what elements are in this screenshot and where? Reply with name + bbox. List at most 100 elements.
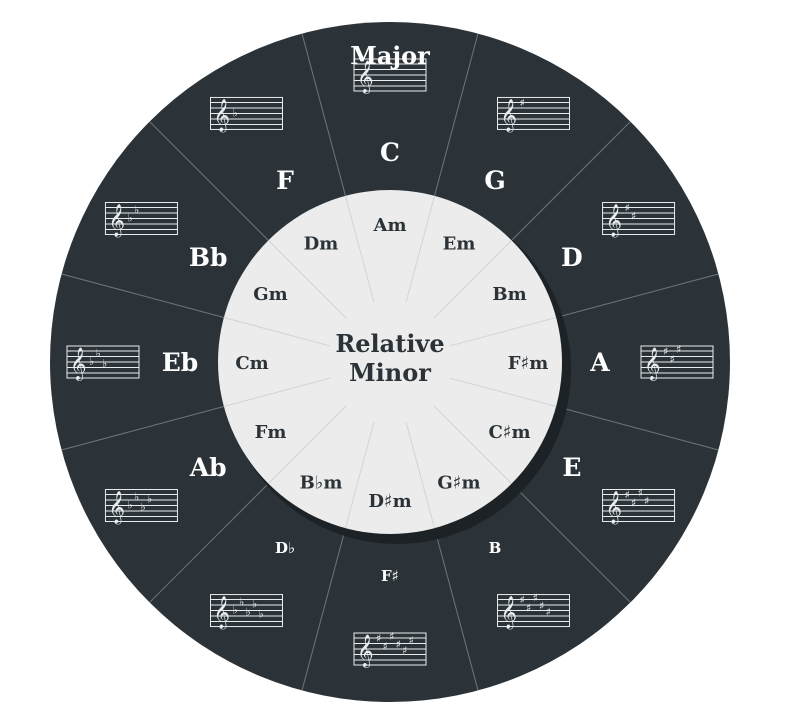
major-key-label: Eb [162, 348, 199, 377]
sharp-accidental-icon: ♯ [631, 210, 636, 223]
treble-clef-icon: 𝄞 [644, 347, 661, 381]
treble-clef-icon: 𝄞 [108, 204, 125, 238]
key-signature-staffs: 𝄞𝄞 ♯𝄞 ♯♯𝄞 ♯♯♯𝄞 ♯♯♯♯𝄞 ♯♯♯♯ ♯𝄞 ♯♯♯♯ ♯♯𝄞 ♭♭♭♭♭𝄞 ♭♭♭♭𝄞… [66, 58, 714, 668]
sharp-accidental-icon: ♯ [520, 96, 525, 109]
inner-segment-divider [345, 421, 375, 529]
flat-accidental-icon: ♭ [233, 106, 238, 119]
minor-key-label: D♯m [368, 491, 411, 512]
treble-clef-staff-icon: 𝄞 ♭♭ [104, 202, 178, 238]
inner-segment-divider [433, 240, 512, 319]
flat-accidental-icon: ♭ [134, 204, 139, 217]
sharp-accidental-icon: ♯ [676, 343, 681, 356]
major-key-label: B [489, 539, 502, 557]
treble-clef-staff-icon: 𝄞 ♯ [497, 96, 570, 132]
flat-accidental-icon: ♭ [102, 357, 107, 370]
sharp-accidental-icon: ♯ [520, 594, 525, 607]
center-label-line-2: Minor [349, 358, 431, 387]
segment-divider [61, 406, 224, 451]
segment-divider [511, 121, 631, 241]
segment-divider [149, 121, 269, 241]
sharp-accidental-icon: ♯ [625, 202, 630, 215]
segment-divider [149, 483, 269, 603]
major-key-label: A [589, 348, 610, 377]
sharp-accidental-icon: ♯ [526, 602, 531, 615]
minor-key-label: C♯m [488, 422, 530, 443]
treble-clef-staff-icon: 𝄞 ♭♭♭♭♭ [210, 594, 283, 630]
inner-segment-divider [223, 317, 331, 347]
sharp-accidental-icon: ♯ [663, 345, 668, 358]
treble-clef-icon: 𝄞 [214, 98, 231, 132]
minor-key-label: Bm [492, 284, 526, 305]
flat-accidental-icon: ♭ [252, 598, 257, 611]
sharp-accidental-icon: ♯ [533, 592, 538, 605]
inner-segment-divider [268, 405, 347, 484]
treble-clef-icon: 𝄞 [357, 634, 374, 668]
major-key-label: C [380, 138, 400, 167]
treble-clef-staff-icon: 𝄞 ♭♭♭♭ [104, 489, 178, 525]
flat-accidental-icon: ♭ [140, 501, 145, 514]
inner-segment-divider [268, 240, 347, 319]
flat-accidental-icon: ♭ [96, 347, 101, 360]
treble-clef-staff-icon: 𝄞 ♯♯♯ [640, 343, 714, 381]
minor-key-label: B♭m [300, 473, 343, 494]
treble-clef-icon: 𝄞 [501, 596, 518, 630]
inner-segment-divider [405, 421, 435, 529]
segment-divider [556, 273, 719, 318]
treble-clef-icon: 𝄞 [108, 491, 125, 525]
treble-clef-staff-icon: 𝄞 ♯♯♯♯ ♯♯ [353, 630, 427, 668]
minor-key-label: Fm [255, 422, 287, 443]
flat-accidental-icon: ♭ [127, 212, 132, 225]
treble-clef-staff-icon: 𝄞 ♭♭♭ [66, 345, 140, 381]
minor-key-label: Gm [253, 284, 287, 305]
outer-ring-title: Major [350, 41, 430, 70]
segment-divider [61, 273, 224, 318]
segment-divider [434, 33, 479, 196]
inner-segment-divider [223, 377, 331, 407]
major-key-label: E [562, 453, 581, 482]
sharp-accidental-icon: ♯ [625, 489, 630, 502]
major-key-labels: C G D A E B F♯ D♭ Ab Eb Bb F [162, 138, 611, 585]
flat-accidental-icon: ♭ [147, 493, 152, 506]
minor-key-label: Em [443, 233, 476, 254]
treble-clef-staff-icon: 𝄞 [353, 58, 427, 94]
minor-key-label: Dm [304, 233, 339, 254]
treble-clef-staff-icon: 𝄞 ♭ [210, 96, 283, 132]
treble-clef-icon: 𝄞 [606, 491, 623, 525]
sharp-accidental-icon: ♯ [409, 634, 414, 647]
sharp-accidental-icon: ♯ [546, 606, 551, 619]
sharp-accidental-icon: ♯ [631, 497, 636, 510]
segment-dividers [61, 33, 719, 691]
major-key-label: D [561, 243, 583, 272]
major-key-label: F♯ [381, 567, 399, 585]
inner-segment-divider [405, 195, 435, 303]
major-key-label: Ab [189, 453, 227, 482]
flat-accidental-icon: ♭ [134, 491, 139, 504]
sharp-accidental-icon: ♯ [383, 640, 388, 653]
major-key-label: D♭ [275, 539, 295, 557]
minor-key-labels: Am Em Bm F♯m C♯m G♯m D♯m B♭m Fm Cm Gm Dm [235, 215, 548, 512]
flat-accidental-icon: ♭ [259, 608, 264, 621]
treble-clef-icon: 𝄞 [70, 347, 87, 381]
treble-clef-icon: 𝄞 [214, 596, 231, 630]
inner-segment-divider [449, 317, 557, 347]
sharp-accidental-icon: ♯ [638, 487, 643, 500]
flat-accidental-icon: ♭ [127, 499, 132, 512]
minor-key-label: F♯m [508, 353, 549, 374]
minor-key-label: Am [372, 215, 406, 236]
flat-accidental-icon: ♭ [89, 355, 94, 368]
treble-clef-staff-icon: 𝄞 ♯♯♯♯ [602, 487, 676, 525]
treble-clef-staff-icon: 𝄞 ♯♯♯♯ ♯ [497, 592, 570, 630]
sharp-accidental-icon: ♯ [670, 353, 675, 366]
segment-divider [301, 33, 346, 196]
flat-accidental-icon: ♭ [233, 604, 238, 617]
major-key-label: Bb [189, 243, 228, 272]
treble-clef-icon: 𝄞 [606, 204, 623, 238]
sharp-accidental-icon: ♯ [644, 495, 649, 508]
flat-accidental-icon: ♭ [246, 606, 251, 619]
major-key-label: F [276, 166, 294, 195]
segment-divider [556, 406, 719, 451]
inner-segment-divider [449, 377, 557, 407]
sharp-accidental-icon: ♯ [389, 630, 394, 643]
